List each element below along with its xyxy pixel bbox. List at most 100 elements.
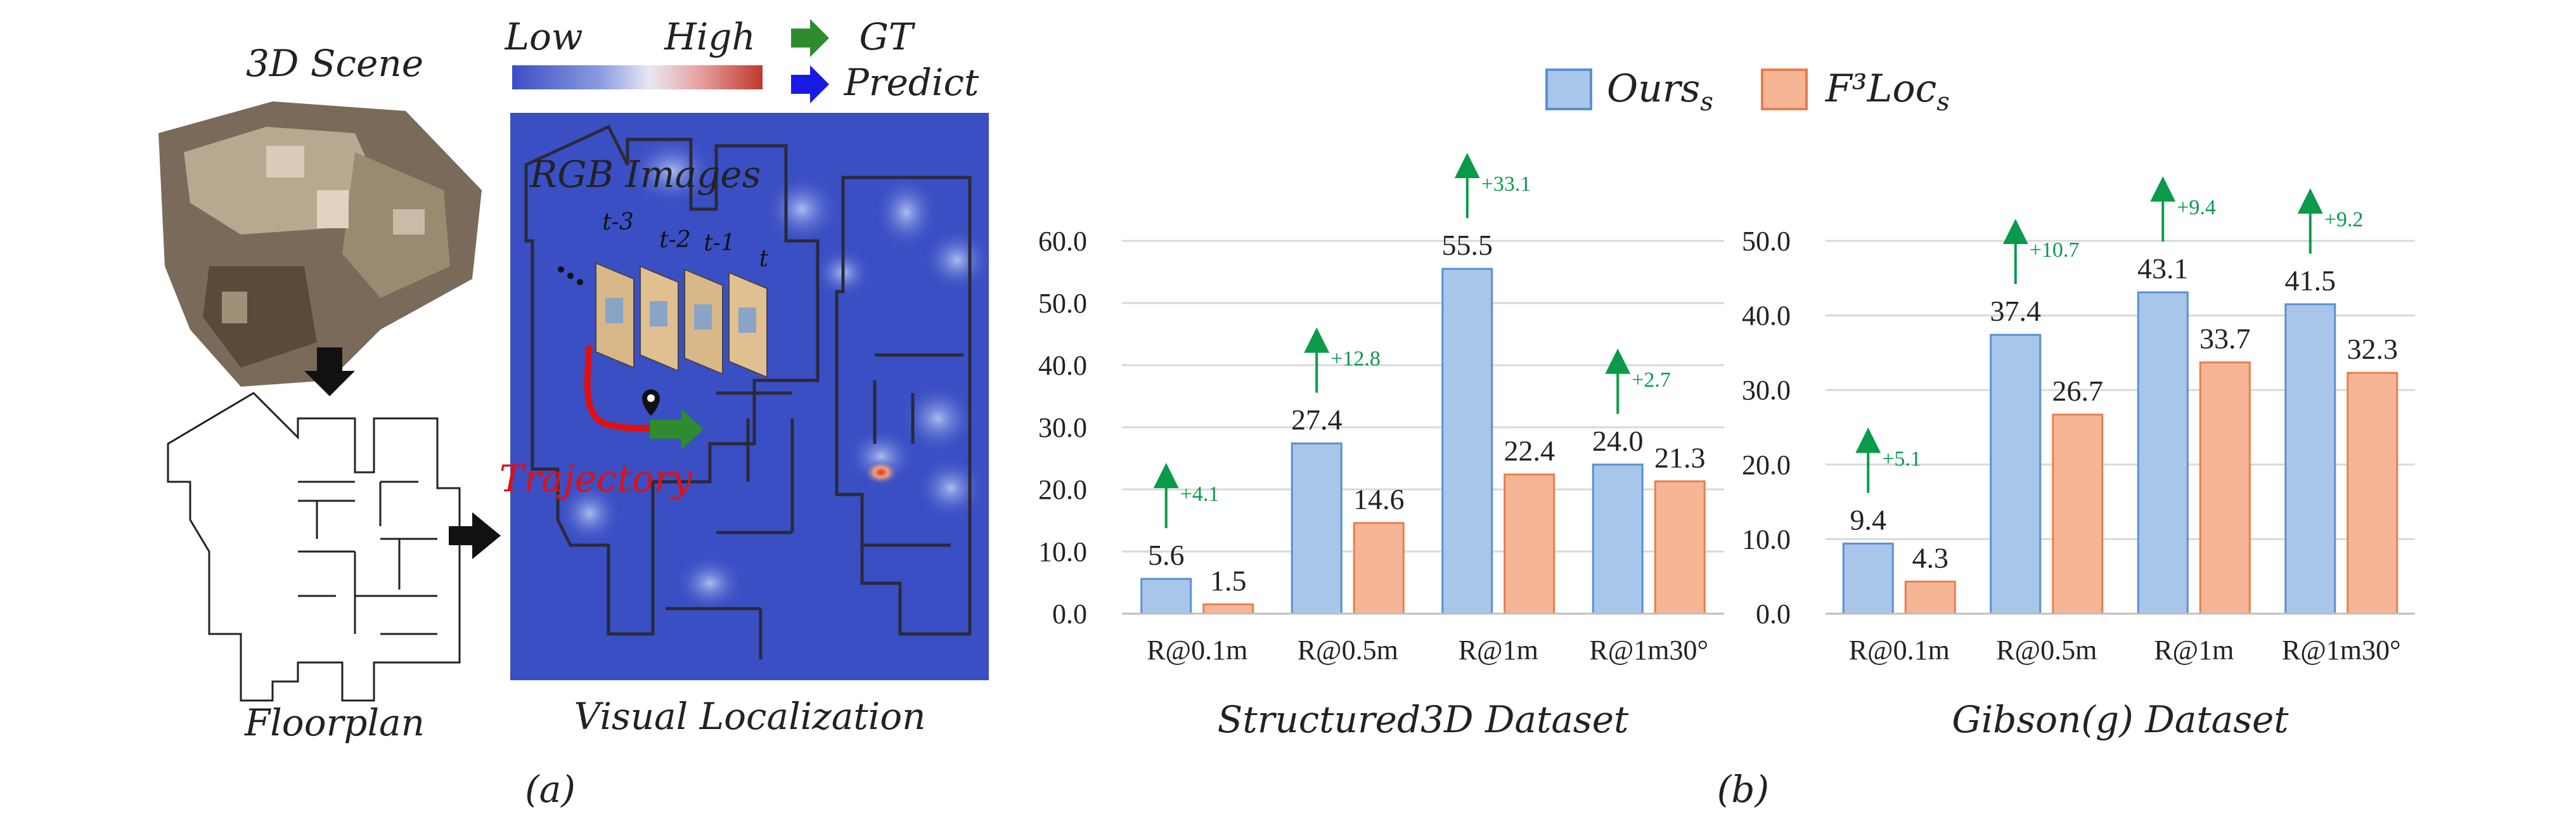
rgb-frames bbox=[595, 262, 768, 378]
localization-heatmap bbox=[510, 113, 992, 680]
y-tick-label: 30.0 bbox=[1038, 412, 1087, 443]
value-label-f3loc: 26.7 bbox=[2052, 375, 2104, 407]
y-tick-label: 20.0 bbox=[1742, 449, 1791, 481]
bar-f3loc bbox=[1904, 580, 1956, 615]
panel-b: Ourss F³Locs 0.0 10.0 20.0 30.0 40.0 50.0 60.0… bbox=[1038, 67, 2415, 811]
panel-a-label: (a) bbox=[525, 768, 576, 811]
frame-label: t-3 bbox=[602, 209, 634, 235]
heat-colorbar bbox=[512, 65, 763, 89]
legend-ours: Ourss bbox=[1607, 67, 1713, 117]
trajectory-path bbox=[584, 345, 650, 432]
chart-title: Gibson(g) Dataset bbox=[1952, 698, 2289, 741]
gain-label: +9.2 bbox=[2324, 208, 2364, 231]
floorplan-image bbox=[167, 392, 461, 702]
value-label-ours: 24.0 bbox=[1592, 425, 1644, 457]
y-tick-label: 10.0 bbox=[1742, 524, 1791, 555]
predict-arrow-icon bbox=[791, 65, 829, 103]
gain-label: +2.7 bbox=[1632, 368, 1671, 392]
location-pin-center bbox=[647, 394, 655, 402]
x-tick-label: R@0.5m bbox=[1996, 635, 2097, 666]
bar-ours bbox=[1291, 442, 1343, 615]
value-label-f3loc: 1.5 bbox=[1210, 564, 1247, 597]
gain-label: +10.7 bbox=[2030, 238, 2080, 262]
bar-ours bbox=[1441, 268, 1493, 615]
y-tick-label: 30.0 bbox=[1742, 375, 1791, 406]
x-tick-label: R@0.1m bbox=[1849, 635, 1950, 666]
y-tick-label: 20.0 bbox=[1038, 474, 1087, 505]
bar-f3loc bbox=[1654, 480, 1706, 615]
value-label-f3loc: 22.4 bbox=[1504, 434, 1555, 467]
frame-label: t-1 bbox=[704, 230, 735, 256]
value-label-ours: 41.5 bbox=[2285, 264, 2336, 297]
y-tick-label: 50.0 bbox=[1038, 288, 1087, 319]
y-tick-label: 40.0 bbox=[1038, 350, 1087, 381]
bar-f3loc bbox=[2347, 371, 2399, 615]
location-pin-icon bbox=[642, 389, 660, 416]
x-tick-label: R@1m30° bbox=[1589, 635, 1708, 666]
panel-b-label: (b) bbox=[1717, 768, 1769, 811]
legend-low: Low bbox=[504, 15, 583, 58]
legend-f3loc: F³Locs bbox=[1825, 67, 1950, 117]
ellipsis-dot bbox=[558, 266, 564, 273]
chart-title: Structured3D Dataset bbox=[1218, 698, 1629, 741]
y-tick-label: 50.0 bbox=[1742, 226, 1791, 257]
legend-swatch-f3loc bbox=[1761, 68, 1808, 110]
legend-high: High bbox=[664, 15, 756, 58]
bar-ours bbox=[1140, 578, 1192, 615]
y-tick-label: 0.0 bbox=[1756, 598, 1791, 630]
bar-f3loc bbox=[1353, 522, 1405, 615]
down-arrow-icon bbox=[304, 347, 355, 396]
y-tick-label: 10.0 bbox=[1038, 536, 1087, 567]
gain-label: +5.1 bbox=[1882, 447, 1921, 470]
frame-label: t-2 bbox=[659, 227, 691, 253]
bar-ours bbox=[2284, 303, 2336, 615]
frame-label: t bbox=[759, 246, 769, 272]
y-tick-label: 60.0 bbox=[1038, 226, 1087, 257]
value-label-f3loc: 14.6 bbox=[1353, 483, 1405, 515]
bar-ours bbox=[2137, 291, 2189, 615]
gt-arrow-icon bbox=[791, 19, 829, 57]
trajectory-label: Trajectory bbox=[499, 457, 693, 500]
bar-f3loc bbox=[2199, 361, 2251, 615]
panel-a: 3D Scene Floorplan Low High GT Pr bbox=[158, 15, 992, 811]
bar-ours bbox=[1842, 542, 1894, 615]
floorplan-label: Floorplan bbox=[244, 701, 425, 744]
bar-ours bbox=[1990, 333, 2042, 615]
legend-swatch-ours bbox=[1545, 68, 1592, 110]
scene-3d-image bbox=[158, 101, 482, 387]
gain-label: +9.4 bbox=[2177, 196, 2216, 219]
gain-label: +33.1 bbox=[1481, 172, 1531, 196]
value-label-ours: 27.4 bbox=[1291, 403, 1343, 436]
bar-f3loc bbox=[1504, 473, 1555, 615]
value-label-f3loc: 33.7 bbox=[2199, 323, 2251, 355]
value-label-f3loc: 32.3 bbox=[2347, 333, 2399, 365]
ellipsis-dot bbox=[577, 279, 583, 285]
right-arrow-icon bbox=[449, 512, 501, 559]
y-tick-label: 40.0 bbox=[1742, 300, 1791, 332]
gain-label: +12.8 bbox=[1330, 347, 1381, 370]
localization-label: Visual Localization bbox=[574, 695, 926, 738]
gain-label: +4.1 bbox=[1180, 482, 1220, 506]
scene-label: 3D Scene bbox=[246, 42, 423, 85]
value-label-ours: 37.4 bbox=[1990, 295, 2042, 327]
value-label-ours: 9.4 bbox=[1850, 503, 1887, 536]
bar-f3loc bbox=[2052, 413, 2104, 615]
x-tick-label: R@0.5m bbox=[1298, 635, 1398, 666]
value-label-f3loc: 21.3 bbox=[1654, 441, 1706, 474]
x-tick-label: R@1m bbox=[2154, 635, 2234, 666]
x-tick-label: R@1m bbox=[1459, 635, 1538, 666]
y-tick-label: 0.0 bbox=[1052, 598, 1087, 630]
structured3d-chart: 0.0 10.0 20.0 30.0 40.0 50.0 60.0 5.6 1.5 +4.1 R@0… bbox=[1038, 153, 1724, 741]
value-label-ours: 5.6 bbox=[1148, 539, 1185, 571]
gibson-chart: 0.0 10.0 20.0 30.0 40.0 50.0 9.4 4.3 +5.1 R@0.1m 3… bbox=[1742, 176, 2415, 741]
rgb-images-label: RGB Images bbox=[529, 153, 761, 196]
value-label-ours: 43.1 bbox=[2137, 252, 2189, 285]
x-tick-label: R@1m30° bbox=[2282, 635, 2401, 666]
gt-pose-arrow-icon bbox=[650, 409, 704, 449]
x-tick-label: R@0.1m bbox=[1147, 635, 1247, 666]
value-label-f3loc: 4.3 bbox=[1912, 541, 1949, 574]
legend-predict: Predict bbox=[844, 61, 979, 104]
value-label-ours: 55.5 bbox=[1442, 229, 1493, 261]
ellipsis-dot bbox=[567, 273, 574, 279]
